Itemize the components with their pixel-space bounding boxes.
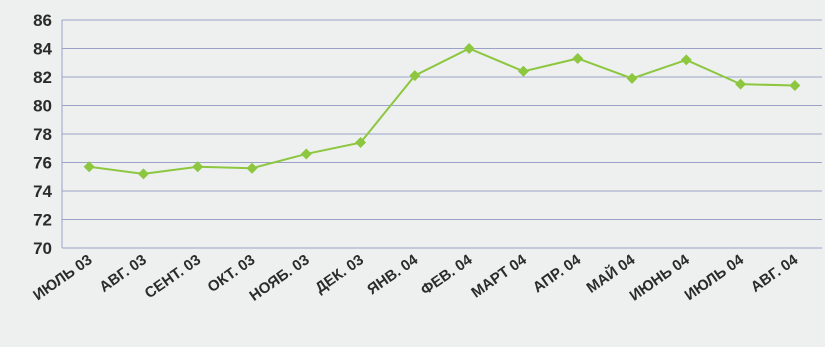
x-tick-label: ФЕВ. 04 (418, 251, 476, 299)
y-tick-label: 84 (33, 40, 52, 59)
data-point (83, 161, 95, 173)
x-tick-label: ЯНВ. 04 (364, 251, 421, 298)
data-point (789, 80, 801, 92)
series-line (89, 47, 795, 175)
x-tick-label: ИЮЛЬ 03 (30, 251, 95, 304)
gridlines (61, 19, 822, 249)
y-tick-label: 86 (33, 11, 52, 30)
y-tick-label: 76 (33, 154, 52, 173)
x-tick-label: СЕНТ. 03 (142, 251, 204, 302)
data-point (626, 72, 638, 84)
data-point (355, 137, 367, 149)
data-point (463, 43, 475, 54)
data-point (137, 168, 149, 180)
y-tick-label: 74 (33, 182, 52, 201)
y-tick-label: 80 (33, 97, 52, 116)
data-point (680, 54, 692, 66)
y-tick-label: 82 (33, 68, 52, 87)
data-point (409, 70, 421, 82)
data-point (192, 161, 204, 173)
series-layer (83, 43, 801, 180)
x-tick-label: ИЮЛЬ 04 (682, 251, 748, 304)
x-tick-label: НОЯБ. 03 (246, 251, 312, 304)
x-tick-label: АПР. 04 (530, 251, 585, 296)
x-tick-label: ИЮНЬ 04 (627, 251, 694, 305)
data-point (735, 78, 747, 90)
y-tick-label: 78 (33, 125, 52, 144)
x-tick-label: АВГ. 04 (748, 251, 802, 296)
data-point (572, 52, 584, 64)
x-tick-label: МАРТ 04 (468, 251, 530, 302)
data-point (300, 148, 312, 160)
y-tick-label: 70 (33, 239, 52, 258)
y-tick-label: 72 (33, 211, 52, 230)
data-point (517, 65, 529, 77)
y-axis-tick-labels: 70 72 74 76 78 80 82 84 86 (33, 11, 52, 258)
x-tick-label: ДЕК. 03 (312, 251, 367, 296)
data-point (246, 162, 258, 174)
